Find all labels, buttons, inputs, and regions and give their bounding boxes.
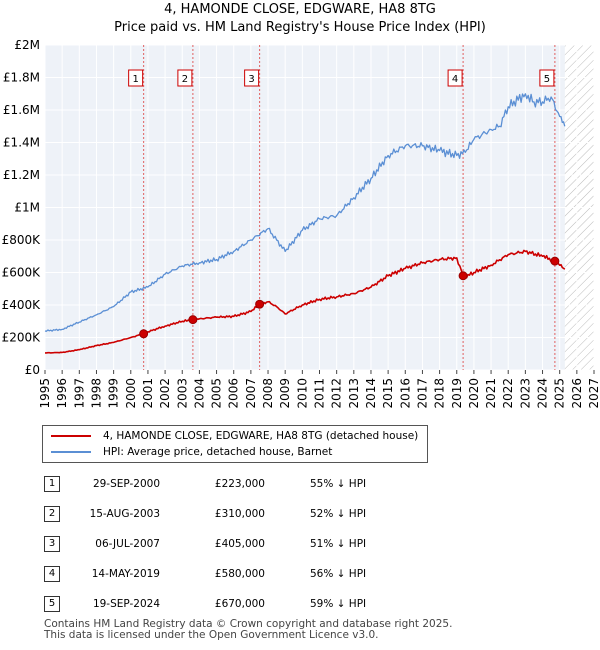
table-row: 3 06-JUL-2007 £405,000 51% ↓ HPI (0, 536, 600, 554)
x-tick-label: 2005 (210, 378, 224, 409)
x-tick-label: 2012 (330, 378, 344, 409)
x-tick-label: 2010 (295, 378, 309, 409)
x-tick-label: 2009 (278, 378, 292, 409)
sale-hpi-diff: 52% ↓ HPI (310, 508, 367, 520)
footer: Contains HM Land Registry data © Crown c… (44, 619, 452, 641)
legend-label-hpi: HPI: Average price, detached house, Barn… (103, 446, 333, 458)
y-tick-label: £1.8M (3, 71, 40, 85)
x-tick-label: 2002 (158, 378, 172, 409)
sale-point (188, 315, 198, 325)
table-row: 2 15-AUG-2003 £310,000 52% ↓ HPI (0, 506, 600, 524)
sale-date: 19-SEP-2024 (92, 598, 160, 610)
x-tick-label: 2006 (227, 378, 241, 409)
x-tick-label: 2015 (381, 378, 395, 409)
x-tick-label: 2022 (501, 378, 515, 409)
x-tick-label: 2000 (124, 378, 138, 409)
sale-label-number: 1 (132, 74, 138, 85)
y-tick-label: £1M (14, 201, 40, 215)
y-tick-label: £2M (14, 38, 40, 52)
x-tick-label: 2021 (484, 378, 498, 409)
x-tick-label: 1997 (72, 378, 86, 409)
x-tick-label: 2026 (570, 378, 584, 409)
y-tick-label: £800K (2, 233, 42, 247)
x-tick-label: 1999 (107, 378, 121, 409)
sale-date: 29-SEP-2000 (92, 478, 160, 490)
table-row: 4 14-MAY-2019 £580,000 56% ↓ HPI (0, 566, 600, 584)
sale-date: 06-JUL-2007 (95, 538, 160, 550)
sale-hpi-diff: 55% ↓ HPI (310, 478, 367, 490)
y-tick-label: £1.6M (3, 103, 40, 117)
sale-label-box (539, 69, 555, 87)
sale-hpi-diff: 51% ↓ HPI (310, 538, 367, 550)
sale-price: £580,000 (214, 568, 265, 580)
sale-point (550, 256, 560, 266)
sale-label-number: 3 (248, 74, 254, 85)
x-tick-label: 2023 (518, 378, 532, 409)
x-tick-label: 2019 (450, 378, 464, 409)
sale-label-number: 2 (182, 74, 188, 85)
y-tick-label: £400K (2, 298, 42, 312)
sale-date: 15-AUG-2003 (89, 508, 160, 520)
y-tick-label: £1.2M (3, 168, 40, 182)
chart-subtitle: Price paid vs. HM Land Registry's House … (114, 20, 486, 35)
x-tick-label: 1996 (55, 378, 69, 409)
sale-label-box (244, 69, 260, 87)
sale-label-number: 5 (544, 74, 550, 85)
y-tick-label: £600K (2, 266, 42, 280)
sale-point (458, 271, 468, 281)
x-tick-label: 1995 (38, 378, 52, 409)
sale-point (139, 329, 149, 339)
table-row: 5 19-SEP-2024 £670,000 59% ↓ HPI (0, 596, 600, 614)
y-tick-label: £200K (2, 331, 42, 345)
chart-title: 4, HAMONDE CLOSE, EDGWARE, HA8 8TG (164, 2, 436, 17)
x-tick-label: 2024 (536, 378, 550, 409)
x-tick-label: 2008 (261, 378, 275, 409)
x-tick-label: 2018 (433, 378, 447, 409)
sale-price: £310,000 (214, 508, 265, 520)
sale-point (255, 299, 265, 309)
x-tick-label: 2013 (347, 378, 361, 409)
sale-price: £223,000 (214, 478, 265, 490)
legend: 4, HAMONDE CLOSE, EDGWARE, HA8 8TG (deta… (42, 425, 428, 463)
hpi-line (44, 93, 566, 332)
x-tick-label: 2016 (398, 378, 412, 409)
x-tick-label: 2014 (364, 378, 378, 409)
sale-price: £670,000 (214, 598, 265, 610)
legend-swatch-hpi (51, 451, 91, 453)
x-tick-label: 2007 (244, 378, 258, 409)
legend-item-hpi: HPI: Average price, detached house, Barn… (51, 444, 332, 460)
sale-hpi-diff: 56% ↓ HPI (310, 568, 367, 580)
sale-label-box (177, 69, 193, 87)
x-tick-label: 2025 (553, 378, 567, 409)
x-tick-label: 2027 (587, 378, 600, 409)
x-tick-label: 2004 (192, 378, 206, 409)
x-tick-label: 1998 (89, 378, 103, 409)
sale-badge: 5 (44, 596, 60, 612)
legend-item-property: 4, HAMONDE CLOSE, EDGWARE, HA8 8TG (deta… (51, 428, 418, 444)
sale-badge: 2 (44, 506, 60, 522)
y-tick-label: £0 (25, 363, 40, 377)
footer-copyright: Contains HM Land Registry data © Crown c… (44, 618, 453, 630)
sale-badge: 3 (44, 536, 60, 552)
sale-label-box (447, 69, 463, 87)
sale-label-box (128, 69, 144, 87)
sale-price: £405,000 (214, 538, 265, 550)
legend-swatch-property (51, 435, 91, 437)
sale-badge: 1 (44, 476, 60, 492)
x-tick-label: 2020 (467, 378, 481, 409)
y-tick-label: £1.4M (3, 136, 40, 150)
x-tick-label: 2003 (175, 378, 189, 409)
sale-hpi-diff: 59% ↓ HPI (310, 598, 367, 610)
legend-label-property: 4, HAMONDE CLOSE, EDGWARE, HA8 8TG (deta… (103, 430, 419, 442)
x-tick-label: 2011 (313, 378, 327, 409)
sale-badge: 4 (44, 566, 60, 582)
price-chart: 1 2 3 4 5 £0 £200K £400K £600K £800K £1M £1.2M £1.4… (2, 38, 600, 409)
table-row: 1 29-SEP-2000 £223,000 55% ↓ HPI (0, 476, 600, 494)
sale-date: 14-MAY-2019 (91, 568, 160, 580)
x-tick-label: 2017 (415, 378, 429, 409)
x-tick-label: 2001 (141, 378, 155, 409)
sale-label-number: 4 (452, 74, 458, 85)
property-price-line (45, 249, 566, 354)
footer-license: This data is licensed under the Open Gov… (44, 629, 379, 641)
